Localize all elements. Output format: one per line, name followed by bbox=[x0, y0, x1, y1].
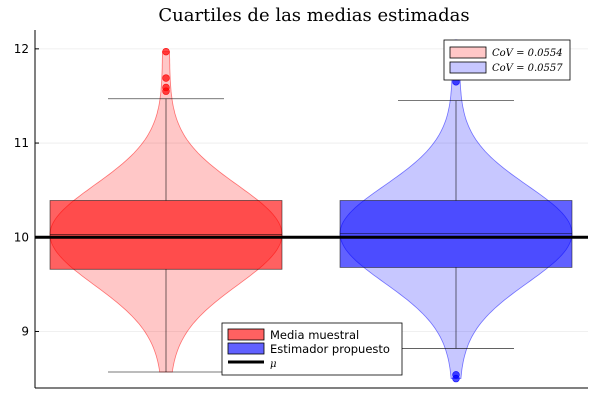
legend-label: μ bbox=[270, 359, 277, 370]
legend-swatch bbox=[449, 46, 487, 59]
y-tick-label: 11 bbox=[14, 136, 29, 150]
outlier-point bbox=[162, 87, 170, 95]
legend-label: Media muestral bbox=[270, 328, 359, 342]
legend-label: CoV = 0.0554 bbox=[492, 48, 563, 59]
axes bbox=[34, 30, 588, 389]
boxes bbox=[49, 39, 573, 383]
outlier-point bbox=[452, 374, 460, 383]
y-tick-label: 10 bbox=[14, 230, 29, 244]
box-1 bbox=[339, 200, 573, 268]
box-0 bbox=[49, 200, 283, 270]
legend-swatch bbox=[227, 328, 265, 341]
outlier-point bbox=[162, 47, 170, 56]
y-tick-labels: 9 10 11 12 bbox=[14, 42, 39, 338]
legend-box bbox=[443, 39, 571, 81]
legend-cov: CoV = 0.0554 CoV = 0.0557 bbox=[443, 39, 571, 81]
legend-swatch bbox=[227, 342, 265, 355]
legend-label: Estimador propuesto bbox=[270, 342, 390, 356]
chart-title: Cuartiles de las medias estimadas bbox=[158, 5, 469, 26]
y-tick-label: 12 bbox=[14, 42, 29, 56]
y-tick-label: 9 bbox=[21, 324, 29, 338]
legend-label: CoV = 0.0557 bbox=[492, 63, 563, 74]
legend-swatch bbox=[449, 61, 487, 74]
outlier-point bbox=[162, 74, 170, 82]
